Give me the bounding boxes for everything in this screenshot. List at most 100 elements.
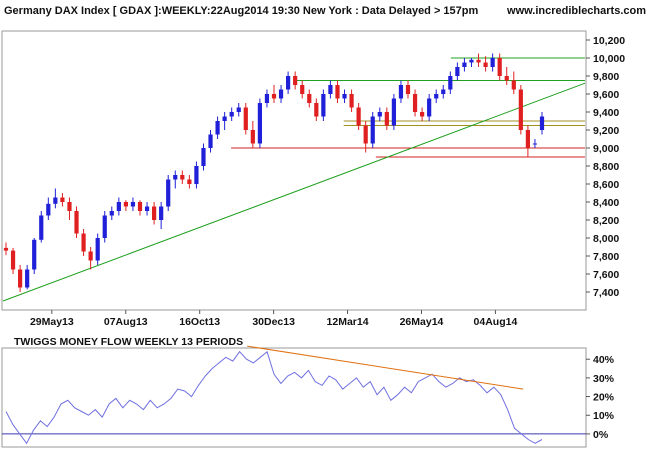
x-axis: 29May13 07Aug13 16Oct13 30Dec13 12Mar14 26May… <box>30 310 518 328</box>
candle-body <box>384 112 389 126</box>
candle-body <box>377 112 382 117</box>
candle-body <box>349 94 354 108</box>
candle-body <box>236 107 241 112</box>
candle-body <box>194 166 199 184</box>
price-y-tick-label: 10,000 <box>593 53 625 65</box>
candle-body <box>46 203 51 216</box>
candle-body <box>448 76 453 90</box>
candle-body <box>271 94 277 99</box>
x-tick-label: 07Aug13 <box>104 316 148 328</box>
candle-body <box>60 197 65 202</box>
candle-body <box>483 62 488 67</box>
candle-body <box>18 269 23 288</box>
candle-body <box>293 76 298 85</box>
chart-title: Germany DAX Index [ GDAX ]:WEEKLY:22Aug2… <box>4 5 479 17</box>
candle-body <box>335 85 340 99</box>
price-panel <box>1 30 587 311</box>
candle-body <box>3 247 9 251</box>
candle-body <box>264 94 270 103</box>
candle-body <box>511 80 516 90</box>
candle-body <box>441 89 446 94</box>
candle-body <box>412 94 418 112</box>
candle-body <box>53 197 58 204</box>
candle-body <box>222 116 227 121</box>
price-y-tick-label: 9,200 <box>593 125 619 137</box>
candle-body <box>328 85 333 94</box>
candle-body <box>116 202 121 211</box>
candle-body <box>201 148 206 166</box>
price-y-tick-label: 8,400 <box>593 197 619 209</box>
candle-body <box>67 202 72 211</box>
candle-body <box>243 107 248 130</box>
candle-body <box>25 269 30 288</box>
candle-body <box>398 85 404 99</box>
price-y-tick-label: 8,800 <box>593 161 619 173</box>
price-y-tick-label: 7,800 <box>593 251 619 263</box>
price-y-tick-label: 8,200 <box>593 215 619 227</box>
x-tick-label: 30Dec13 <box>252 316 295 328</box>
indicator-y-tick-label: 20% <box>593 392 615 404</box>
candle-body <box>391 98 396 126</box>
candle-body <box>39 215 44 240</box>
candle-body <box>257 103 262 144</box>
price-y-tick-label: 10,200 <box>593 35 625 47</box>
price-y-tick-label: 7,600 <box>593 269 619 281</box>
x-tick-label: 04Aug14 <box>474 316 518 328</box>
candle-body <box>286 76 291 90</box>
candle-body <box>455 67 460 76</box>
indicator-y-axis: 0% 10% 20% 30% 40% <box>586 354 615 441</box>
candle-body <box>88 251 93 261</box>
site-label[interactable]: www.incrediblecharts.com <box>506 5 646 17</box>
price-y-tick-label: 9,000 <box>593 143 619 155</box>
candle-body <box>95 238 100 261</box>
candle-body <box>427 98 432 117</box>
candle-body <box>532 143 538 145</box>
trendline <box>2 82 586 302</box>
indicator-title: TWIGGS MONEY FLOW WEEKLY 13 PERIODS <box>14 336 243 348</box>
candle-body <box>476 59 481 63</box>
indicator-y-tick-label: 10% <box>593 410 615 422</box>
x-tick-label: 12Mar14 <box>327 316 369 328</box>
indicator-y-tick-label: 40% <box>593 354 615 366</box>
indicator-y-tick-label: 30% <box>593 373 615 385</box>
candle-body <box>166 179 171 207</box>
price-y-tick-label: 8,000 <box>593 233 619 245</box>
candle-body <box>187 179 192 184</box>
candle-body <box>130 202 136 207</box>
candle-body <box>180 175 185 180</box>
candle-body <box>278 89 284 99</box>
candle-body <box>469 59 474 63</box>
candle-body <box>74 211 79 234</box>
indicator-panel <box>1 345 587 448</box>
candle-body <box>314 103 319 117</box>
candle-body <box>497 58 502 76</box>
x-tick-label: 29May13 <box>30 316 74 328</box>
candle-body <box>518 89 523 130</box>
candle-body <box>32 239 37 270</box>
candle-body <box>490 58 495 67</box>
candle-body <box>10 250 16 270</box>
candle-body <box>539 116 545 130</box>
price-y-tick-label: 9,400 <box>593 107 619 119</box>
candle-body <box>208 134 213 148</box>
candle-body <box>173 175 178 180</box>
indicator-y-tick-label: 0% <box>593 429 609 441</box>
candle-body <box>321 94 326 117</box>
candle-body <box>462 62 467 67</box>
candle-body <box>123 202 128 207</box>
candle-body <box>144 206 150 211</box>
divergence-line <box>247 345 524 390</box>
candle-body <box>229 112 234 117</box>
candle-body <box>250 130 255 144</box>
x-tick-label: 16Oct13 <box>179 316 220 328</box>
candle-body <box>370 116 375 144</box>
money-flow-line <box>5 350 543 445</box>
candle-body <box>356 107 361 126</box>
candle-body <box>81 233 86 252</box>
price-y-axis: 7,400 7,600 7,800 8,000 8,200 8,400 8,600 8,800… <box>586 35 625 299</box>
candle-body <box>215 121 220 135</box>
candle-body <box>342 94 347 99</box>
price-y-tick-label: 9,600 <box>593 89 619 101</box>
candle-body <box>152 206 157 220</box>
